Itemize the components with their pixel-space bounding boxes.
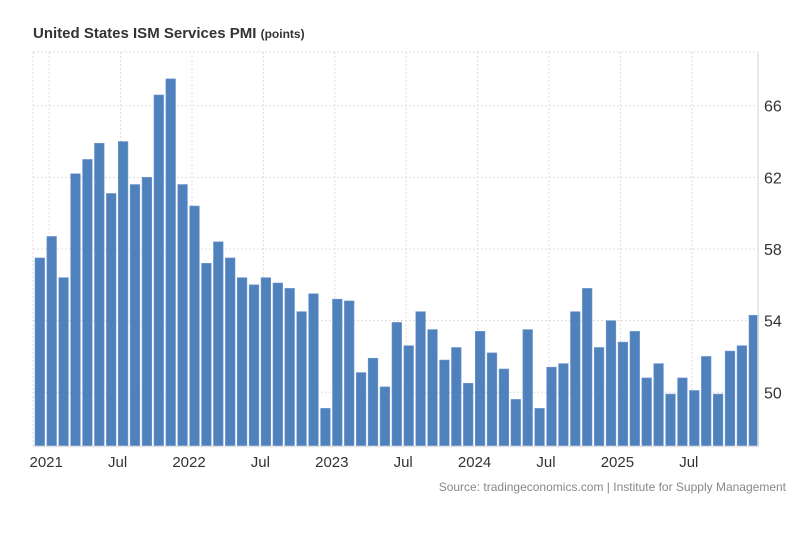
bar	[593, 347, 605, 447]
x-tick-label: Jul	[251, 454, 270, 471]
bar	[70, 173, 81, 447]
bar	[141, 177, 153, 447]
bar	[213, 241, 224, 447]
bar	[379, 386, 391, 447]
bar	[689, 390, 700, 447]
bar	[58, 277, 69, 447]
bar	[605, 320, 617, 447]
x-tick-label: 2024	[458, 454, 491, 471]
bar	[248, 284, 260, 447]
bar	[748, 314, 759, 447]
x-tick-label: Jul	[394, 454, 413, 471]
bar	[272, 282, 283, 447]
x-tick-label: 2023	[315, 454, 348, 471]
bar	[129, 184, 141, 447]
bar	[296, 311, 307, 447]
bars	[34, 78, 759, 447]
axes: 50 54 58 62 66 2021 Jul 2022 Jul 2023 Jul 2024 Jul 20…	[30, 52, 782, 471]
y-tick-label: 54	[764, 314, 782, 331]
bar	[189, 205, 200, 447]
y-tick-label: 62	[764, 170, 782, 187]
bar	[546, 366, 557, 447]
bar	[403, 345, 414, 447]
y-tick-label: 58	[764, 242, 782, 259]
x-tick-label: Jul	[108, 454, 127, 471]
bar	[46, 236, 57, 447]
bar	[177, 184, 188, 447]
bar	[570, 311, 581, 447]
bar	[82, 159, 93, 447]
bar	[474, 331, 486, 447]
bar	[582, 288, 593, 447]
bar	[225, 257, 236, 447]
bar	[367, 357, 379, 447]
bar	[701, 356, 712, 447]
chart-title: United States ISM Services PMI (points)	[33, 25, 305, 42]
x-tick-label: 2021	[30, 454, 63, 471]
y-tick-label: 66	[764, 99, 782, 116]
bar	[106, 193, 117, 447]
bar	[118, 141, 129, 447]
y-tick-label: 50	[764, 385, 782, 402]
source-note: Source: tradingeconomics.com | Institute…	[438, 480, 786, 494]
bar	[736, 345, 747, 447]
bar	[237, 277, 248, 447]
chart-title-text: United States ISM Services PMI	[33, 25, 257, 42]
bar	[629, 331, 640, 447]
bar	[153, 94, 164, 447]
bar	[391, 322, 402, 447]
x-tick-label: Jul	[536, 454, 555, 471]
bar	[641, 377, 652, 447]
bar	[463, 383, 474, 447]
bar	[34, 257, 45, 447]
bar	[510, 399, 521, 447]
bar	[617, 341, 628, 447]
bar	[439, 359, 450, 447]
x-tick-label: Jul	[679, 454, 698, 471]
bar	[415, 311, 426, 447]
bar	[427, 329, 438, 447]
bar	[522, 329, 533, 447]
bar	[451, 347, 462, 447]
bar	[355, 372, 367, 447]
x-tick-label: 2025	[601, 454, 634, 471]
chart-unit: (points)	[260, 27, 305, 41]
bar	[308, 293, 319, 447]
bar	[260, 277, 272, 447]
bar	[724, 350, 736, 447]
bar	[486, 352, 498, 447]
bar	[344, 300, 355, 447]
bar	[534, 408, 545, 447]
bar	[665, 393, 676, 447]
bar	[165, 78, 176, 447]
bar	[558, 363, 569, 447]
bar	[284, 288, 295, 447]
bar	[498, 368, 510, 447]
bar	[94, 143, 105, 447]
bar	[712, 393, 724, 447]
bar	[653, 363, 664, 447]
bar	[332, 298, 343, 447]
bar	[320, 408, 331, 447]
bar	[201, 263, 212, 447]
bar	[677, 377, 688, 447]
x-tick-label: 2022	[172, 454, 205, 471]
